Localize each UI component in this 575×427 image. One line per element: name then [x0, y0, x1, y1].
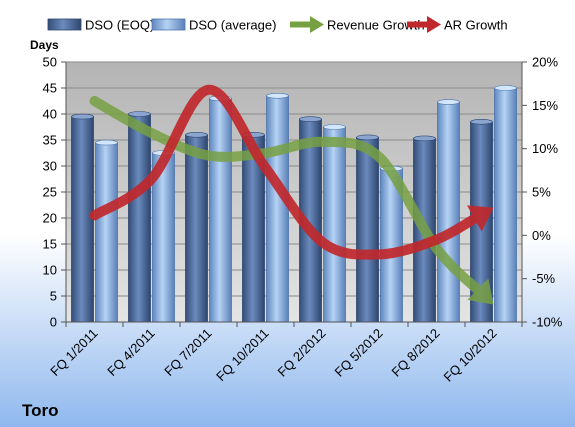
right-tick-label: -10%: [532, 315, 563, 330]
legend-item: DSO (EOQ): [47, 18, 154, 33]
bar-dso-average: [95, 139, 118, 323]
bar-dso-average: [209, 95, 232, 323]
revenue-growth-arrowhead: [467, 278, 494, 305]
ar-growth-line: [89, 84, 494, 260]
left-tick-label: 30: [43, 159, 57, 174]
left-tick-label: 0: [50, 315, 57, 330]
left-axis-title: Days: [30, 38, 59, 52]
left-tick-label: 45: [43, 81, 57, 96]
left-tick-label: 15: [43, 237, 57, 252]
legend-item: AR Growth: [407, 16, 508, 33]
left-tick-label: 10: [43, 263, 57, 278]
bar-dso-eoq: [356, 134, 379, 323]
left-tick-label: 20: [43, 211, 57, 226]
right-tick-label: 0%: [532, 228, 551, 243]
right-tick-label: 10%: [532, 141, 558, 156]
left-tick-label: 50: [43, 55, 57, 70]
right-tick-label: 15%: [532, 98, 558, 113]
right-tick-label: 20%: [532, 55, 558, 70]
legend-label: AR Growth: [444, 18, 508, 33]
ar-growth-arrowhead: [466, 205, 494, 232]
left-tick-label: 5: [50, 289, 57, 304]
legend-label: Revenue Growth: [327, 18, 425, 33]
company-name: Toro: [22, 401, 59, 420]
left-tick-label: 25: [43, 185, 57, 200]
bar-dso-eoq: [128, 111, 151, 323]
bar-dso-average: [266, 93, 289, 323]
bar-dso-average: [494, 85, 517, 323]
bar-dso-average: [437, 99, 460, 323]
legend-item: DSO (average): [151, 18, 276, 33]
legend-label: DSO (EOQ): [85, 18, 154, 33]
legend: DSO (EOQ) DSO (average) Revenue Growth AR G…: [47, 16, 508, 33]
legend-swatch: [47, 18, 82, 31]
right-tick-label: -5%: [532, 271, 556, 286]
growth-lines: [89, 84, 494, 305]
legend-swatch: [151, 18, 186, 31]
left-tick-label: 35: [43, 133, 57, 148]
bar-dso-average: [323, 124, 346, 323]
legend-item: Revenue Growth: [290, 16, 425, 33]
left-tick-label: 40: [43, 107, 57, 122]
legend-arrow: [310, 16, 324, 33]
legend-arrow: [427, 16, 441, 33]
legend-label: DSO (average): [189, 18, 276, 33]
bar-dso-eoq: [71, 113, 94, 323]
bar-dso-eoq: [185, 132, 208, 323]
right-tick-label: 5%: [532, 185, 551, 200]
